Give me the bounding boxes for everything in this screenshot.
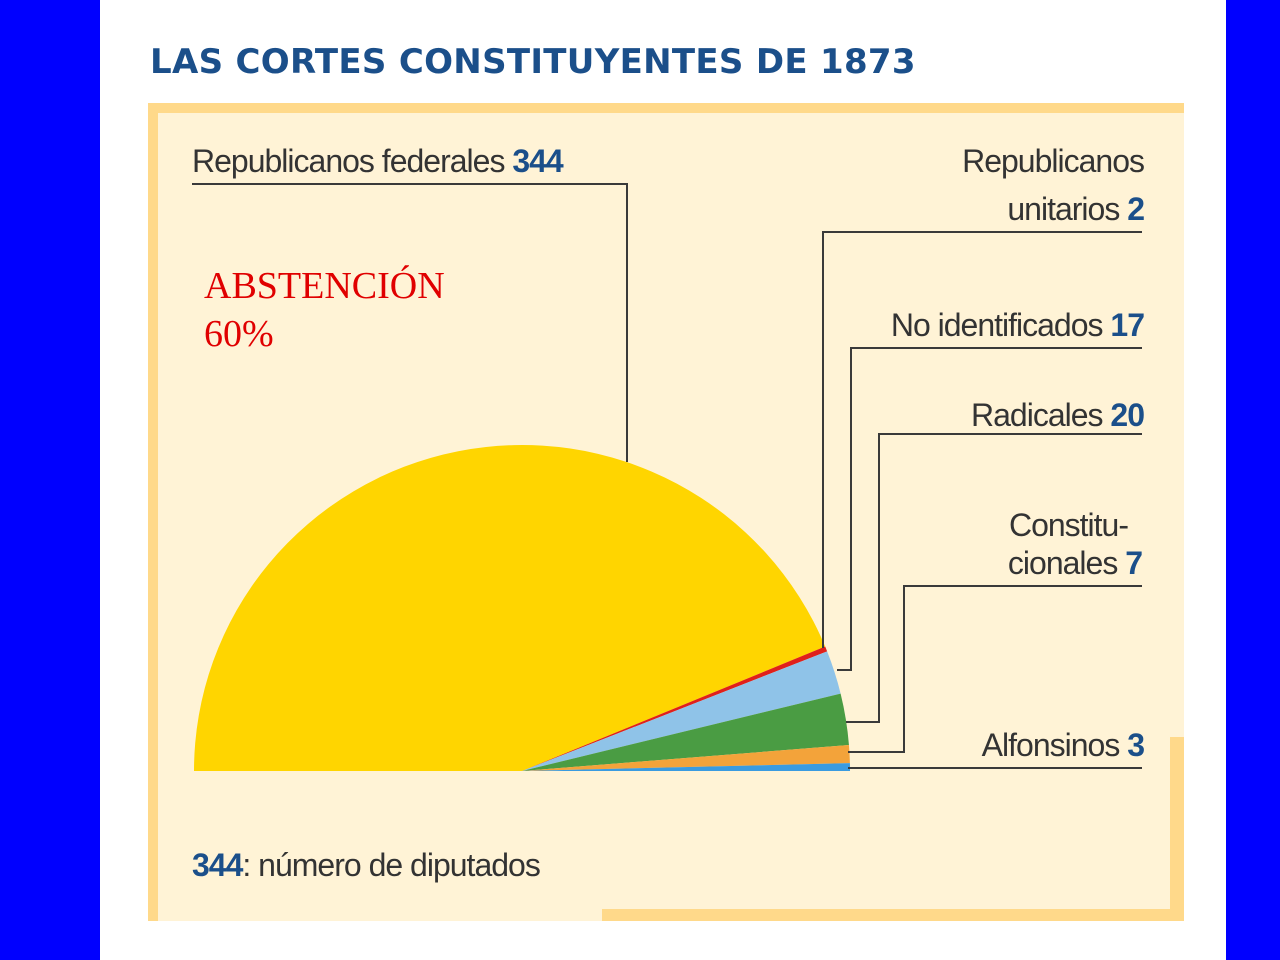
label-unitarios-name: unitarios [1007,191,1119,227]
leader-line-no-identificados [837,347,1142,671]
label-constitucionales-line2: cionales 7 [1008,545,1142,581]
leader-lines [192,183,1142,769]
chart-title: LAS CORTES CONSTITUYENTES DE 1873 [150,42,916,82]
value-radicales: 20 [1110,397,1144,433]
leader-line-constitucionales [848,585,1142,753]
label-no-identificados: No identificados 17 [891,307,1144,343]
label-alfonsinos: Alfonsinos 3 [982,727,1145,763]
panel-top-border [148,103,1184,113]
abstention-label: ABSTENCIÓN [204,265,445,307]
slice-no-identificados [522,651,841,771]
label-alfonsinos-name: Alfonsinos [982,727,1120,763]
label-federales-name: Republicanos federales [192,143,504,179]
unit-note: 344: número de diputados [192,847,540,883]
leader-line-radicales [846,433,1142,723]
label-unitarios-line2: unitarios 2 [1007,191,1144,227]
slice-alfonsinos [522,763,851,771]
label-constitucionales-line1: Constitu- [1009,507,1128,543]
slice-constitucionales [522,744,850,771]
panel-right-border [1170,737,1184,921]
abstention-annotation: ABSTENCIÓN 60% [204,262,445,358]
label-constitucionales-name: cionales [1008,545,1117,581]
value-unitarios: 2 [1127,191,1144,227]
label-radicales: Radicales 20 [971,397,1144,433]
panel-bottom-border [602,909,1184,921]
slice-republicanos-federales [194,444,826,771]
value-federales: 344 [512,143,564,179]
value-alfonsinos: 3 [1127,727,1144,763]
label-radicales-name: Radicales [971,397,1103,433]
unit-note-value: 344 [192,847,244,883]
slice-radicales [522,693,849,771]
value-constitucionales: 7 [1125,545,1142,581]
abstention-value: 60% [204,313,274,355]
panel-left-border [148,103,158,921]
unit-note-text: : número de diputados [242,847,539,883]
leader-line-unitarios [822,231,1142,648]
label-federales: Republicanos federales 344 [192,143,564,179]
semicircle-chart: Republicanos federales 344 Republicanos … [148,103,1184,921]
value-no-identificados: 17 [1110,307,1144,343]
label-unitarios-line1: Republicanos [962,143,1144,179]
slide: LAS CORTES CONSTITUYENTES DE 1873 Republ… [100,0,1226,960]
leader-line-federales [192,183,628,462]
label-no-identificados-name: No identificados [891,307,1103,343]
slice-republicanos-unitarios [522,646,828,771]
